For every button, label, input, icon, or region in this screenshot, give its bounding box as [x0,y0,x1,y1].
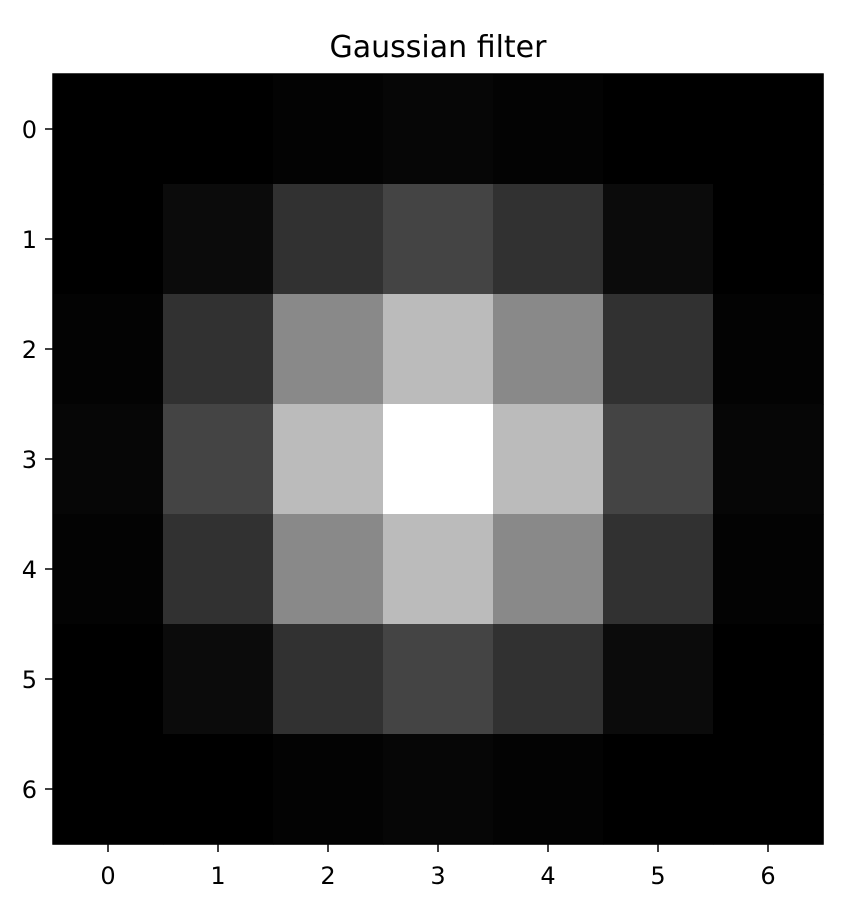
x-tick-label-0: 0 [100,862,115,890]
heatmap-cell-r3-c0 [53,404,164,515]
chart-title: Gaussian filter [330,30,548,65]
heatmap-cell-r3-c5 [603,404,714,515]
heatmap-cell-r4-c0 [53,514,164,625]
x-axis: 0 1 2 3 4 5 6 [100,844,776,890]
x-tick-label-4: 4 [540,862,555,890]
heatmap-cell-r4-c4 [493,514,604,625]
heatmap-cell-r1-c1 [163,184,274,295]
heatmap-cell-r2-c0 [53,294,164,405]
heatmap-cell-r6-c2 [273,734,384,845]
heatmap-cell-r5-c6 [713,624,824,735]
heatmap-cell-r2-c1 [163,294,274,405]
heatmap-cell-r5-c0 [53,624,164,735]
heatmap-cell-r6-c3 [383,734,494,845]
heatmap-cell-r3-c4 [493,404,604,515]
heatmap-cell-r1-c0 [53,184,164,295]
heatmap-cell-r0-c6 [713,74,824,185]
y-tick-label-0: 0 [22,116,37,144]
heatmap-cell-r3-c3 [383,404,494,515]
heatmap-cell-r3-c2 [273,404,384,515]
heatmap-cell-r6-c0 [53,734,164,845]
x-tick-label-5: 5 [650,862,665,890]
heatmap-cell-r6-c6 [713,734,824,845]
x-tick-label-2: 2 [320,862,335,890]
heatmap-cells [53,74,824,845]
heatmap-cell-r6-c4 [493,734,604,845]
heatmap-cell-r4-c1 [163,514,274,625]
heatmap-cell-r5-c3 [383,624,494,735]
heatmap-cell-r5-c1 [163,624,274,735]
x-tick-label-1: 1 [210,862,225,890]
heatmap-cell-r4-c6 [713,514,824,625]
heatmap-cell-r1-c2 [273,184,384,295]
x-tick-label-6: 6 [760,862,775,890]
y-tick-label-4: 4 [22,556,37,584]
heatmap-cell-r0-c2 [273,74,384,185]
heatmap-cell-r3-c1 [163,404,274,515]
heatmap-cell-r2-c2 [273,294,384,405]
heatmap-cell-r0-c5 [603,74,714,185]
y-tick-label-3: 3 [22,446,37,474]
heatmap-cell-r5-c5 [603,624,714,735]
heatmap-cell-r3-c6 [713,404,824,515]
heatmap-cell-r0-c4 [493,74,604,185]
y-tick-label-5: 5 [22,666,37,694]
heatmap-cell-r6-c5 [603,734,714,845]
heatmap-cell-r0-c0 [53,74,164,185]
heatmap-cell-r5-c4 [493,624,604,735]
y-tick-label-1: 1 [22,226,37,254]
heatmap-cell-r5-c2 [273,624,384,735]
heatmap-cell-r1-c6 [713,184,824,295]
y-tick-label-6: 6 [22,776,37,804]
heatmap-cell-r1-c3 [383,184,494,295]
heatmap-cell-r2-c6 [713,294,824,405]
heatmap-cell-r2-c3 [383,294,494,405]
y-axis: 0 1 2 3 4 5 6 [22,116,53,804]
heatmap-cell-r0-c1 [163,74,274,185]
heatmap-cell-r1-c4 [493,184,604,295]
x-tick-label-3: 3 [430,862,445,890]
heatmap-cell-r1-c5 [603,184,714,295]
heatmap-cell-r2-c5 [603,294,714,405]
y-tick-label-2: 2 [22,336,37,364]
plot-frame [52,73,824,845]
heatmap-cell-r4-c3 [383,514,494,625]
heatmap-cell-r6-c1 [163,734,274,845]
heatmap-cell-r4-c5 [603,514,714,625]
heatmap-cell-r4-c2 [273,514,384,625]
heatmap-cell-r2-c4 [493,294,604,405]
heatmap-cell-r0-c3 [383,74,494,185]
